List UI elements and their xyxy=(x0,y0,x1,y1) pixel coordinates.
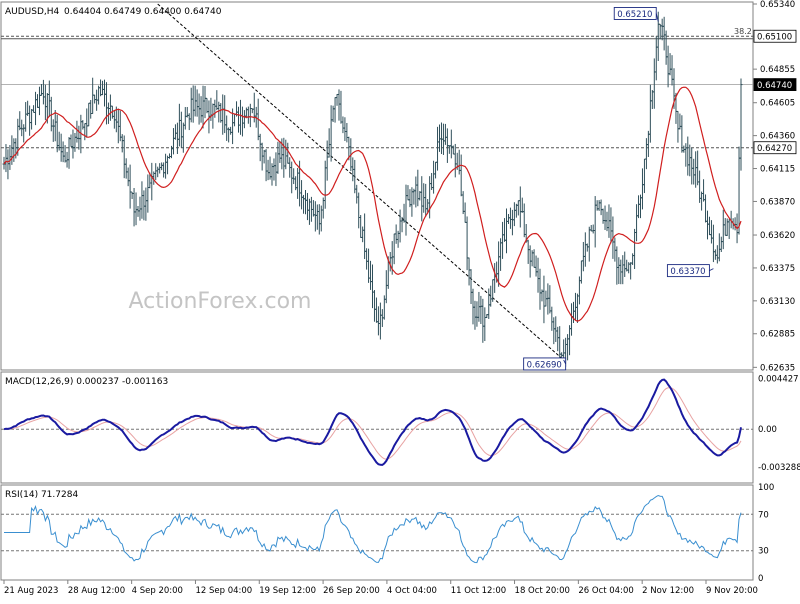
rsi-tick-label: 30 xyxy=(758,547,769,557)
time-tick-label: 11 Oct 12:00 xyxy=(451,586,506,596)
price-title: AUDUSD,H4 0.64404 0.64749 0.64400 0.6474… xyxy=(5,7,222,17)
price-panel-frame xyxy=(0,1,754,371)
time-tick-label: 4 Sep 20:00 xyxy=(132,586,183,596)
time-tick-label: 21 Aug 2023 xyxy=(4,586,58,596)
price-tick-label: 0.63620 xyxy=(760,231,795,241)
current-price-label: 0.64740 xyxy=(753,78,797,91)
time-tick-label: 28 Aug 12:00 xyxy=(68,586,125,596)
level-label: 0.64270 xyxy=(753,141,797,154)
price-tick-label: 0.64605 xyxy=(760,99,795,109)
time-tick-label: 26 Oct 04:00 xyxy=(578,586,633,596)
rsi-line xyxy=(4,494,742,564)
price-annotation: 0.65210 xyxy=(613,7,659,22)
time-tick-label: 2 Nov 12:00 xyxy=(642,586,694,596)
rsi-panel-frame xyxy=(0,484,754,581)
watermark: ActionForex.com xyxy=(129,289,312,314)
price-tick-label: 0.63130 xyxy=(760,297,795,307)
macd-signal-line xyxy=(3,387,742,460)
rsi-tick-label: 100 xyxy=(758,483,774,493)
rsi-title: RSI(14) 71.7284 xyxy=(5,490,78,500)
price-tick-label: 0.62635 xyxy=(760,363,795,373)
macd-line xyxy=(3,378,742,466)
ohlc-bar xyxy=(739,78,743,171)
macd-tick-label: 0.004427 xyxy=(758,374,799,384)
level-label: 0.65100 xyxy=(753,29,797,43)
svg-text:0.62690: 0.62690 xyxy=(527,360,562,370)
macd-tick-label: -0.003288 xyxy=(758,463,800,473)
time-tick-label: 12 Sep 04:00 xyxy=(195,586,252,596)
price-tick-label: 0.62885 xyxy=(760,330,795,340)
symbol-title: AUDUSD,H4 xyxy=(5,7,60,17)
moving-average-line xyxy=(3,86,742,322)
price-tick-label: 0.64360 xyxy=(760,132,795,142)
macd-tick-label: 0.00 xyxy=(758,425,777,435)
price-annotation: 0.62690 xyxy=(523,357,567,370)
svg-text:0.65100: 0.65100 xyxy=(757,33,792,43)
price-tick-label: 0.63870 xyxy=(760,197,795,207)
price-tick-label: 0.63375 xyxy=(760,264,795,274)
price-annotation: 0.63370 xyxy=(666,264,714,277)
time-tick-label: 26 Sep 20:00 xyxy=(323,586,380,596)
macd-panel-frame xyxy=(0,371,754,484)
price-tick-label: 0.64855 xyxy=(760,65,795,75)
time-tick-label: 19 Sep 12:00 xyxy=(259,586,316,596)
moving-average-layer xyxy=(3,86,742,322)
time-tick-label: 18 Oct 20:00 xyxy=(515,586,570,596)
price-axis: 0.65340 0.65100 0.64855 0.64605 0.64360 0.641… xyxy=(753,0,797,373)
ohlc-bars xyxy=(2,11,743,369)
svg-text:0.64740: 0.64740 xyxy=(757,81,792,91)
time-axis: 21 Aug 2023 28 Aug 12:00 4 Sep 20:00 12 Sep… xyxy=(3,580,758,596)
svg-text:0.64270: 0.64270 xyxy=(757,144,792,154)
svg-text:0.63370: 0.63370 xyxy=(670,267,705,277)
price-annotations: 0.65210 0.63370 0.62690 xyxy=(523,7,714,370)
ohlc-header: 0.64404 0.64749 0.64400 0.64740 xyxy=(64,7,222,17)
fib-label: 38.2 xyxy=(734,27,752,36)
rsi-layer: 100 70 30 0 xyxy=(1,483,774,584)
time-tick-label: 4 Oct 04:00 xyxy=(387,586,437,596)
rsi-tick-label: 70 xyxy=(758,510,769,520)
price-tick-label: 0.65340 xyxy=(760,0,795,10)
watermark-text: ActionForex.com xyxy=(129,289,312,314)
macd-layer: 0.004427 0.00 -0.003288 xyxy=(1,374,800,473)
horizontal-levels: 38.2 xyxy=(1,27,753,149)
price-tick-label: 0.64115 xyxy=(760,165,795,175)
rsi-tick-label: 0 xyxy=(758,574,763,584)
svg-text:0.65210: 0.65210 xyxy=(617,10,652,20)
time-tick-label: 9 Nov 20:00 xyxy=(706,586,758,596)
macd-title: MACD(12,26,9) 0.000237 -0.001163 xyxy=(5,377,168,387)
